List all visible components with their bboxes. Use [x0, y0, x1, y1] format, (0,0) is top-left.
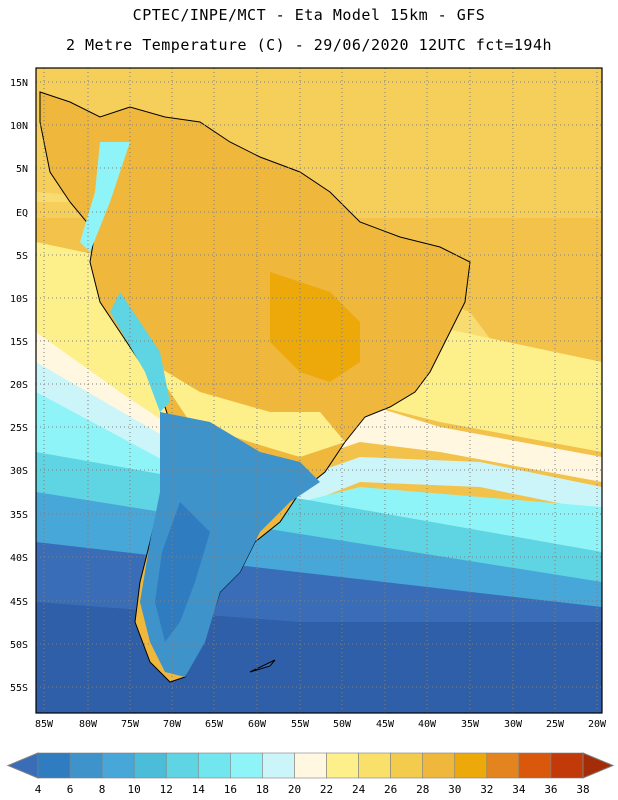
colorbar-box	[358, 752, 391, 779]
colorbar-label: 4	[35, 783, 42, 796]
lat-label: 5N	[16, 164, 28, 175]
lon-label: 30W	[504, 719, 523, 730]
hot-interior	[270, 272, 360, 382]
southern-cone-land	[140, 412, 320, 677]
andes-north	[80, 142, 130, 252]
lon-label: 55W	[291, 719, 310, 730]
andes-south	[155, 502, 210, 642]
colorbar-label: 10	[128, 783, 141, 796]
colorbar-label: 14	[192, 783, 206, 796]
colorbar-box	[69, 752, 103, 779]
temperature-map: 15N 10N 5N EQ 5S 10S 15S 20S 25S 30S 35S…	[10, 67, 607, 730]
lat-label: 35S	[10, 510, 28, 521]
lat-label: 15N	[10, 78, 28, 89]
colorbar-box	[262, 752, 295, 779]
colorbar-box	[326, 752, 359, 779]
lon-label: 20W	[588, 719, 607, 730]
colorbar-label: 18	[256, 783, 269, 796]
colorbar-box	[165, 752, 199, 779]
map-frame	[35, 67, 603, 714]
lat-label: 45S	[10, 597, 28, 608]
colorbar-labels: 4 6 8 10 12 14 16 18 20 22 24 26 28 30 32 34 36 38	[35, 783, 590, 796]
lat-label: 15S	[10, 337, 28, 348]
colorbar-box	[230, 752, 263, 779]
south-brazil-band	[150, 362, 345, 457]
lon-label: 50W	[333, 719, 352, 730]
lat-label: 50S	[10, 640, 28, 651]
map-title: CPTEC/INPE/MCT - Eta Model 15km - GFS	[132, 6, 486, 24]
colorbar-label: 38	[576, 783, 589, 796]
colorbar-label: 36	[544, 783, 557, 796]
lon-label: 40W	[418, 719, 437, 730]
lon-label: 35W	[461, 719, 480, 730]
lat-label: 10S	[10, 294, 28, 305]
latitude-labels: 15N 10N 5N EQ 5S 10S 15S 20S 25S 30S 35S…	[10, 78, 28, 694]
lat-label: 25S	[10, 423, 28, 434]
lat-label: 40S	[10, 553, 28, 564]
lon-label: 25W	[546, 719, 565, 730]
andes-central	[110, 292, 170, 412]
colorbar-box	[133, 752, 167, 779]
colorbar-low-triangle	[6, 752, 39, 779]
colorbar-box	[486, 752, 520, 779]
lat-label: 10N	[10, 121, 28, 132]
colorbar-box	[550, 752, 584, 779]
lon-label: 60W	[248, 719, 267, 730]
colorbar-boxes	[6, 752, 615, 779]
colorbar-box	[390, 752, 424, 779]
colorbar-high-triangle	[582, 752, 615, 779]
colorbar-label: 28	[416, 783, 429, 796]
falkland-islands	[249, 659, 276, 673]
lat-label: 55S	[10, 683, 28, 694]
longitude-labels: 85W 80W 75W 70W 65W 60W 55W 50W 45W 40W …	[35, 719, 607, 730]
lon-label: 85W	[35, 719, 54, 730]
colorbar-label: 12	[160, 783, 173, 796]
lon-label: 75W	[121, 719, 140, 730]
lat-label: EQ	[16, 208, 28, 219]
colorbar-label: 32	[480, 783, 493, 796]
colorbar-box	[37, 752, 71, 779]
colorbar-box	[518, 752, 552, 779]
lon-label: 70W	[163, 719, 182, 730]
map-subtitle: 2 Metre Temperature (C) - 29/06/2020 12U…	[65, 36, 553, 54]
lat-label: 30S	[10, 466, 28, 477]
lat-label: 20S	[10, 380, 28, 391]
lon-label: 80W	[79, 719, 98, 730]
colorbar-label: 30	[448, 783, 461, 796]
colorbar-label: 34	[512, 783, 526, 796]
temperature-colorbar: 4 6 8 10 12 14 16 18 20 22 24 26 28 30 32 34 36 38	[6, 752, 615, 796]
colorbar-label: 8	[99, 783, 106, 796]
cool-band-1	[36, 362, 602, 522]
lat-label: 5S	[16, 251, 28, 262]
colorbar-box	[422, 752, 456, 779]
colorbar-label: 26	[384, 783, 397, 796]
lon-label: 65W	[205, 719, 224, 730]
colorbar-box	[454, 752, 488, 779]
colorbar-box	[197, 752, 231, 779]
colorbar-label: 16	[224, 783, 237, 796]
colorbar-box	[294, 752, 327, 779]
lon-label: 45W	[376, 719, 395, 730]
colorbar-label: 6	[67, 783, 74, 796]
colorbar-box	[101, 752, 135, 779]
colorbar-label: 22	[320, 783, 333, 796]
colorbar-label: 24	[352, 783, 366, 796]
colorbar-label: 20	[288, 783, 301, 796]
